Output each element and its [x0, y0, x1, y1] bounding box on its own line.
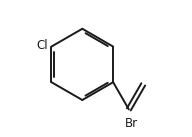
- Text: Br: Br: [125, 117, 138, 130]
- Text: Cl: Cl: [36, 39, 48, 52]
